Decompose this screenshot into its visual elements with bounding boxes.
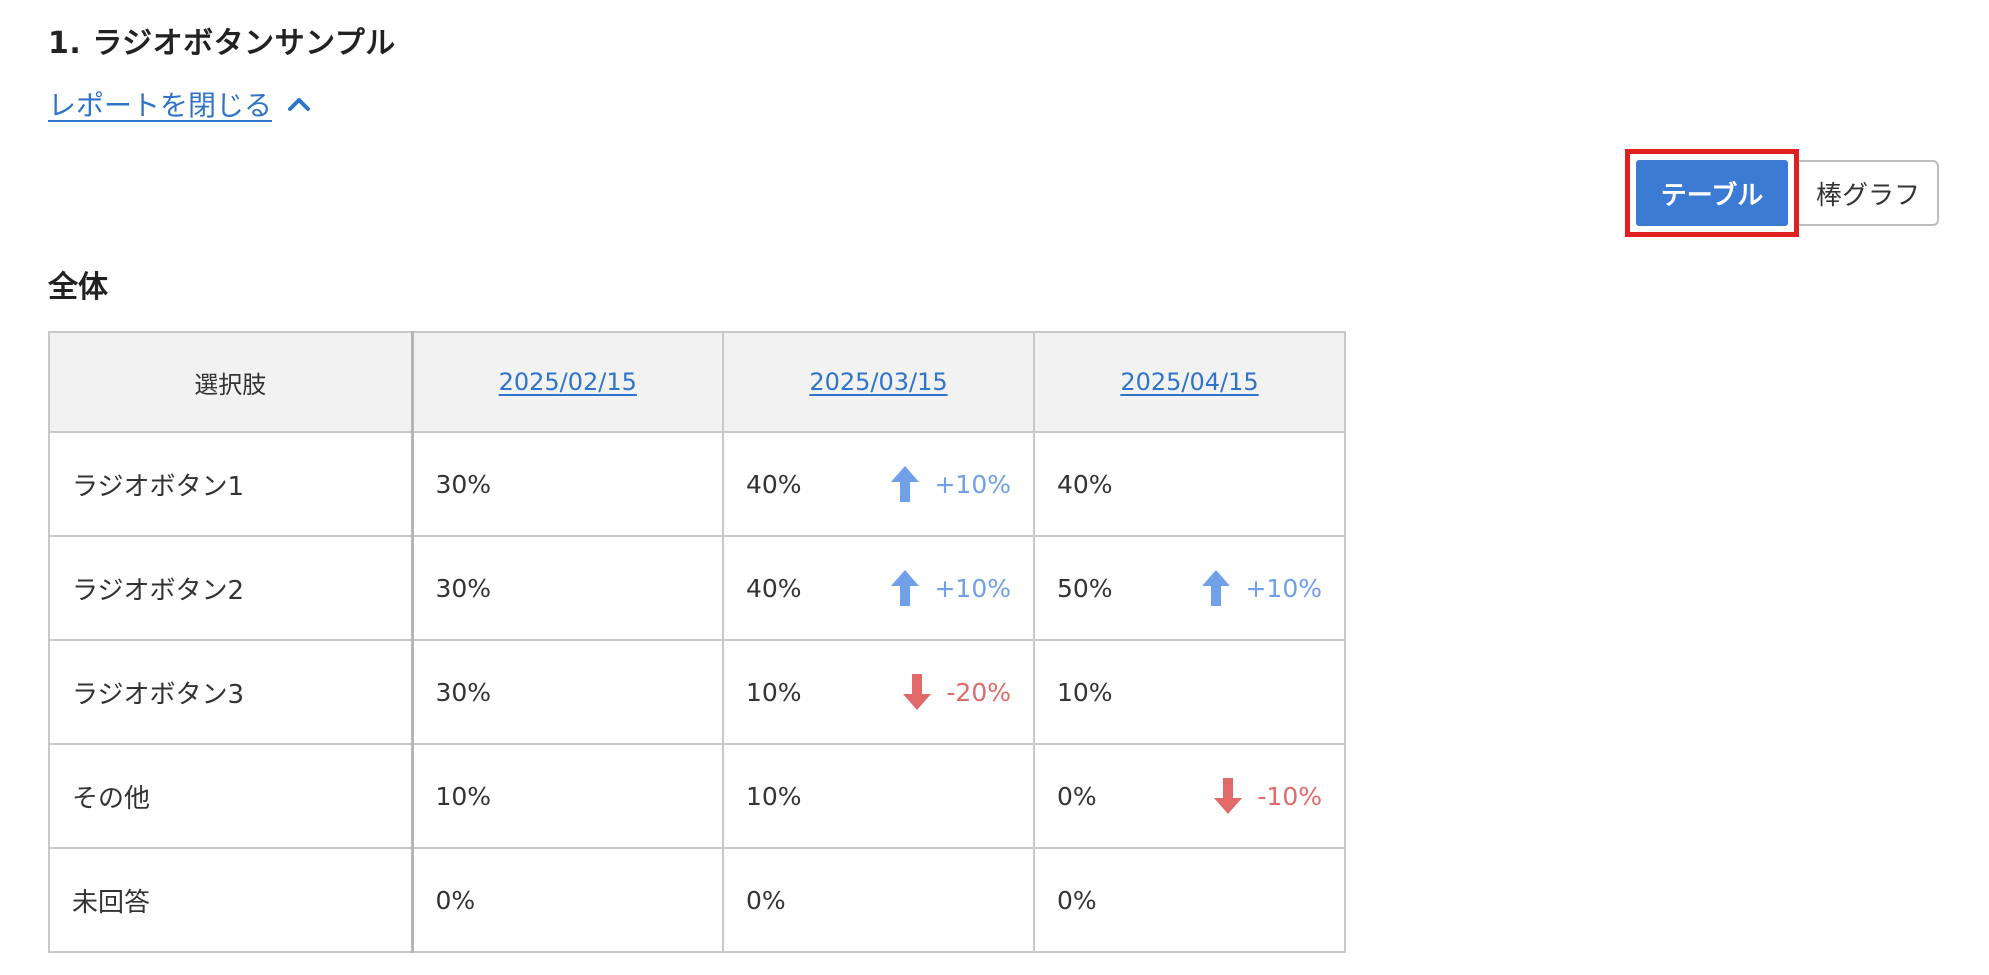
change-value: +10%: [934, 573, 1011, 603]
arrow-up-icon: [1201, 569, 1231, 607]
choice-label: ラジオボタン2: [48, 535, 414, 641]
change-value: -20%: [946, 677, 1011, 707]
section-title: 全体: [48, 270, 108, 305]
percent-cell: 0%: [411, 847, 724, 953]
percent-value: 0%: [1057, 781, 1097, 811]
change-indicator: +10%: [1201, 569, 1322, 607]
percent-value: 30%: [435, 469, 492, 499]
percent-cell: 30%: [411, 431, 724, 537]
date-link[interactable]: 2025/03/15: [809, 368, 948, 396]
date-link[interactable]: 2025/02/15: [498, 368, 637, 396]
header-choice: 選択肢: [48, 331, 414, 433]
percent-cell: 10%: [722, 743, 1035, 849]
percent-value: 10%: [435, 781, 492, 811]
percent-value: 40%: [746, 469, 802, 499]
bar-graph-view-button[interactable]: 棒グラフ: [1799, 160, 1939, 226]
arrow-up-icon: [890, 569, 920, 607]
choice-label: ラジオボタン1: [48, 431, 414, 537]
choice-label: 未回答: [48, 847, 414, 953]
arrow-up-icon: [890, 465, 920, 503]
change-indicator: -20%: [902, 673, 1011, 711]
table-row: ラジオボタン1 30% 40% +10% 40%: [48, 431, 1346, 537]
table-header-row: 選択肢 2025/02/15 2025/03/15 2025/04/15: [48, 331, 1346, 433]
percent-value: 30%: [435, 573, 492, 603]
percent-cell: 40%: [1033, 431, 1346, 537]
percent-cell: 30%: [411, 535, 724, 641]
header-date: 2025/03/15: [722, 331, 1035, 433]
header-date: 2025/04/15: [1033, 331, 1346, 433]
percent-cell: 30%: [411, 639, 724, 745]
percent-value: 50%: [1057, 573, 1113, 603]
table-row: ラジオボタン2 30% 40% +10% 50% +10%: [48, 535, 1346, 641]
header-date: 2025/02/15: [411, 331, 724, 433]
percent-cell: 10%: [411, 743, 724, 849]
percent-cell: 0%: [722, 847, 1035, 953]
results-table: 選択肢 2025/02/15 2025/03/15 2025/04/15 ラジオ…: [48, 331, 1346, 953]
percent-value: 0%: [746, 885, 786, 915]
close-report-link[interactable]: レポートを閉じる: [48, 84, 312, 124]
table-row: 未回答 0% 0% 0%: [48, 847, 1346, 953]
percent-value: 10%: [746, 677, 802, 707]
arrow-down-icon: [1213, 777, 1243, 815]
change-indicator: -10%: [1213, 777, 1322, 815]
percent-cell: 0% -10%: [1033, 743, 1346, 849]
choice-label: その他: [48, 743, 414, 849]
percent-value: 0%: [435, 885, 476, 915]
table-row: その他 10% 10% 0% -10%: [48, 743, 1346, 849]
table-view-button[interactable]: テーブル: [1625, 149, 1799, 237]
date-link[interactable]: 2025/04/15: [1120, 368, 1259, 396]
table-view-label[interactable]: テーブル: [1636, 160, 1788, 226]
table-row: ラジオボタン3 30% 10% -20% 10%: [48, 639, 1346, 745]
percent-value: 10%: [1057, 677, 1113, 707]
percent-cell: 40% +10%: [722, 431, 1035, 537]
percent-cell: 10% -20%: [722, 639, 1035, 745]
percent-value: 40%: [746, 573, 802, 603]
change-value: +10%: [934, 469, 1011, 499]
change-value: +10%: [1245, 573, 1322, 603]
close-report-label[interactable]: レポートを閉じる: [48, 89, 273, 122]
percent-value: 0%: [1057, 885, 1097, 915]
percent-value: 30%: [435, 677, 492, 707]
percent-value: 40%: [1057, 469, 1113, 499]
percent-value: 10%: [746, 781, 802, 811]
percent-cell: 10%: [1033, 639, 1346, 745]
change-indicator: +10%: [890, 465, 1011, 503]
view-switch: テーブル 棒グラフ: [1625, 149, 1939, 237]
change-indicator: +10%: [890, 569, 1011, 607]
percent-cell: 50% +10%: [1033, 535, 1346, 641]
question-title: 1. ラジオボタンサンプル: [48, 26, 396, 61]
percent-cell: 0%: [1033, 847, 1346, 953]
change-value: -10%: [1257, 781, 1322, 811]
arrow-down-icon: [902, 673, 932, 711]
percent-cell: 40% +10%: [722, 535, 1035, 641]
choice-label: ラジオボタン3: [48, 639, 414, 745]
chevron-up-icon[interactable]: [286, 91, 312, 117]
